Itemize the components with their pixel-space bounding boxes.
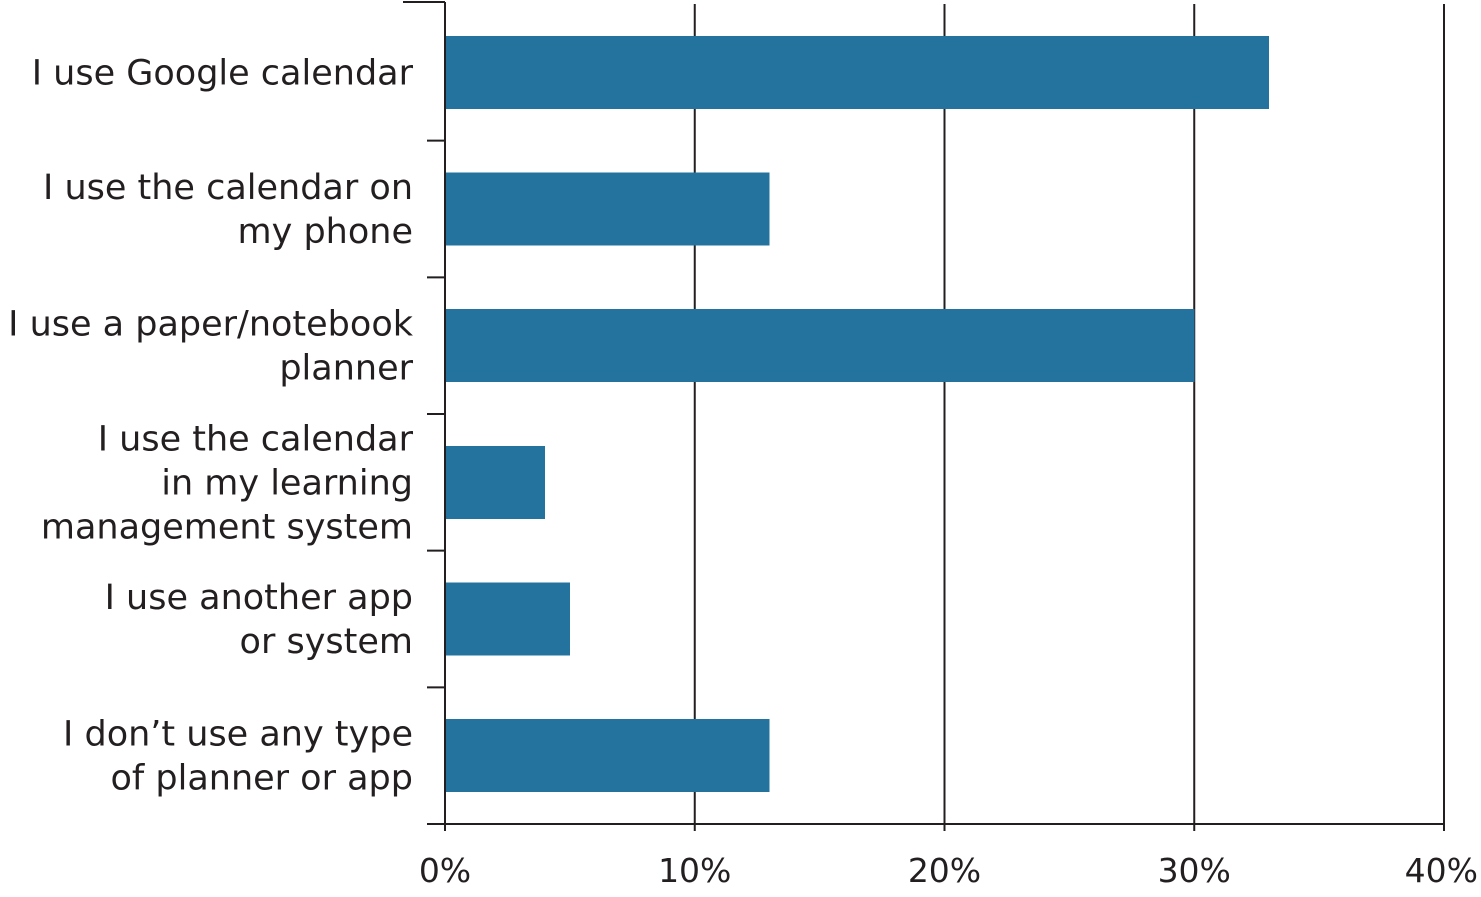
category-label-line: I use a paper/notebook (8, 305, 414, 345)
bar-2 (445, 172, 770, 246)
category-label-line: I use the calendar (98, 419, 414, 459)
category-label-line: I use another app (105, 578, 413, 618)
x-tick-label-10: 10% (658, 851, 731, 890)
category-label-6: I don’t use any type of planner or app (63, 715, 413, 799)
bar-6 (445, 719, 770, 793)
category-labels: I use Google calendar I use the calendar … (8, 53, 414, 798)
category-label-line: I don’t use any type (63, 715, 413, 755)
category-label-line: of planner or app (111, 759, 413, 799)
category-label-1: I use Google calendar (32, 53, 414, 93)
category-label-5: I use another app or system (105, 578, 413, 662)
x-tick-labels: 0% 10% 20% 30% 40% (419, 851, 1478, 890)
bar-1 (445, 35, 1270, 109)
gridlines (693, 4, 1445, 831)
x-tick-label-40: 40% (1405, 851, 1478, 890)
bar-3 (445, 309, 1195, 383)
x-tick-label-20: 20% (908, 851, 981, 890)
bars (445, 35, 1270, 793)
bar-5 (445, 582, 570, 656)
category-label-line: planner (279, 349, 413, 389)
category-label-line: management system (41, 507, 413, 547)
category-label-3: I use a paper/notebook planner (8, 305, 414, 389)
x-tick-label-0: 0% (419, 851, 471, 890)
bar-4 (445, 445, 545, 519)
category-label-line: or system (240, 622, 413, 662)
category-label-line: my phone (238, 212, 413, 252)
category-label-line: I use Google calendar (32, 53, 414, 93)
category-label-line: in my learning (161, 463, 413, 503)
category-label-4: I use the calendar in my learning manageme… (41, 419, 414, 547)
category-label-2: I use the calendar on my phone (43, 168, 413, 252)
x-tick-label-30: 30% (1158, 851, 1231, 890)
axes (403, 1, 1444, 831)
category-label-line: I use the calendar on (43, 168, 413, 208)
